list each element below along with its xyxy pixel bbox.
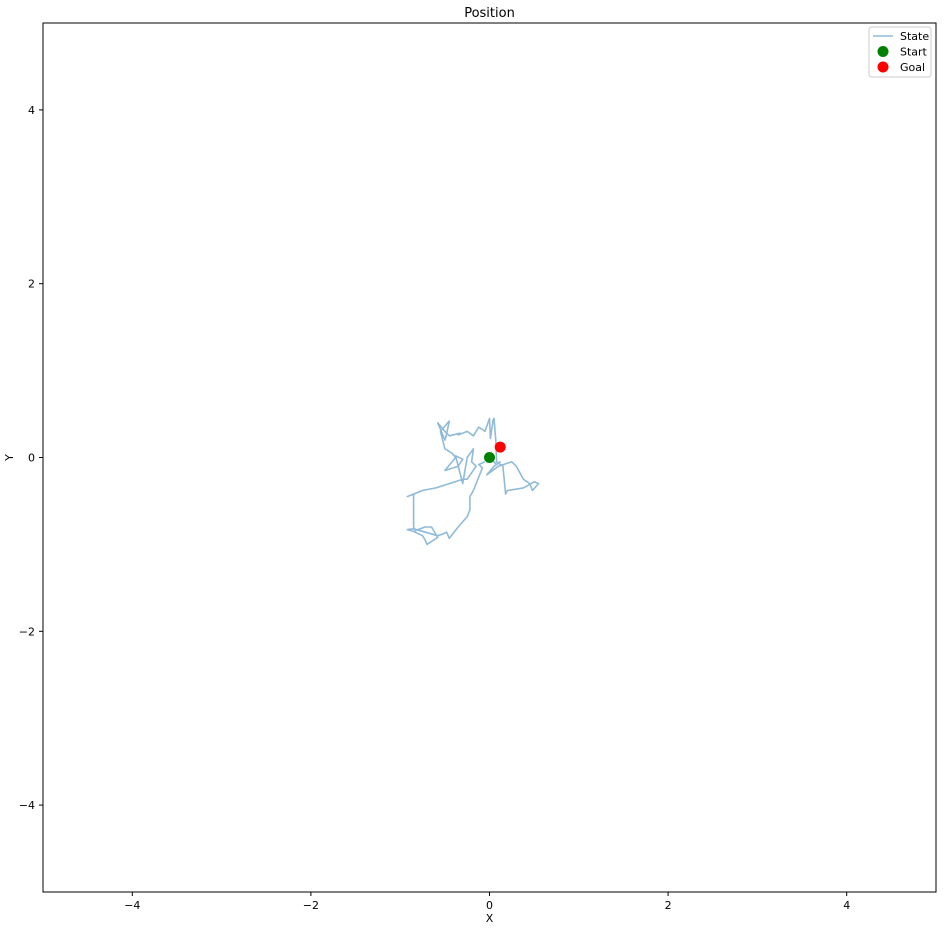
y-tick-label: 0 (28, 452, 35, 465)
legend-handle-goal (877, 61, 889, 73)
y-tick-label: 4 (28, 104, 35, 117)
x-tick-label: 0 (486, 899, 493, 912)
y-tick-label: −2 (19, 625, 35, 638)
x-axis-label: X (486, 912, 494, 925)
y-axis-label: Y (3, 454, 16, 462)
legend: State Start Goal (868, 26, 932, 78)
legend-label-start: Start (900, 46, 928, 59)
x-tick-label: −4 (124, 899, 140, 912)
legend-label-state: State (900, 30, 929, 43)
y-tick-label: 2 (28, 278, 35, 291)
legend-handle-start (877, 46, 889, 57)
plot-area (406, 417, 540, 546)
x-tick-label: 2 (665, 899, 672, 912)
chart-title: Position (464, 6, 515, 21)
series-line-state (406, 417, 540, 546)
x-tick-label: 4 (843, 899, 850, 912)
x-tick-label: −2 (303, 899, 319, 912)
goal-marker (494, 441, 506, 453)
y-axis: −4 −2 0 2 4 (19, 104, 43, 812)
legend-label-goal: Goal (900, 61, 925, 74)
start-marker (484, 452, 495, 463)
y-tick-label: −4 (19, 799, 35, 812)
x-axis: −4 −2 0 2 4 (124, 892, 850, 912)
